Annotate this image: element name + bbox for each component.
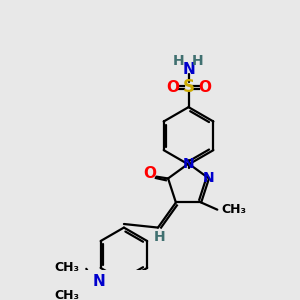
Text: H: H [173, 54, 184, 68]
Text: N: N [203, 172, 215, 185]
Text: H: H [154, 230, 166, 244]
Text: O: O [198, 80, 211, 95]
Text: CH₃: CH₃ [221, 203, 246, 216]
Text: CH₃: CH₃ [54, 289, 79, 300]
Text: H: H [192, 54, 203, 68]
Text: S: S [182, 78, 194, 96]
Text: CH₃: CH₃ [54, 260, 79, 274]
Text: N: N [92, 274, 105, 289]
Text: N: N [183, 157, 194, 171]
Text: N: N [182, 62, 195, 77]
Text: O: O [166, 80, 179, 95]
Text: O: O [144, 166, 157, 181]
